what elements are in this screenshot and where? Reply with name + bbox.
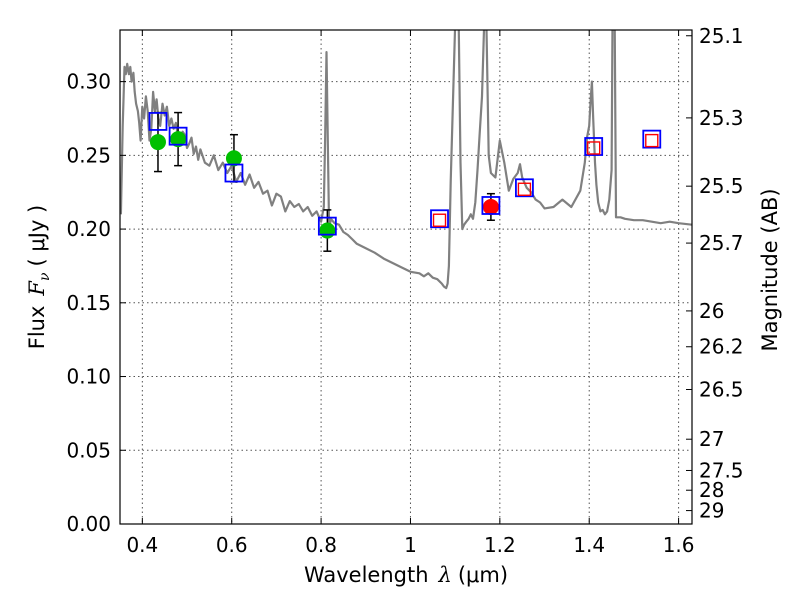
plot-area xyxy=(120,30,692,290)
x-tick-label: 1 xyxy=(404,533,417,557)
model-photometry-square xyxy=(168,126,188,146)
x-tick-label: 0.6 xyxy=(216,533,248,557)
predicted-square xyxy=(645,133,659,148)
y-axis-label: FluxFν( μJy ) xyxy=(25,205,53,349)
model-photometry-square xyxy=(430,209,449,229)
model-photometry-square xyxy=(224,163,244,183)
model-photometry-square xyxy=(642,129,662,149)
y-tick-label: 0.15 xyxy=(66,291,111,315)
x-axis-label: Wavelength λ (μm) xyxy=(304,563,508,587)
y-tick-label: 0.05 xyxy=(66,438,111,462)
y2-tick-label: 29 xyxy=(699,499,724,523)
x-tick-label: 0.8 xyxy=(305,533,337,557)
y-tick-label: 0.25 xyxy=(66,143,111,167)
y-tick-label: 0.20 xyxy=(66,217,111,241)
observed-point xyxy=(225,150,242,167)
plot-frame xyxy=(119,29,693,525)
y2-tick-label: 25.7 xyxy=(699,231,744,255)
y-tick-label: 0.10 xyxy=(66,365,111,389)
model-photometry-square xyxy=(584,137,604,156)
observed-point-red xyxy=(482,198,499,215)
x-tick-label: 1.4 xyxy=(573,533,605,557)
model-photometry-square xyxy=(515,178,534,198)
x-tick-label: 0.4 xyxy=(126,533,158,557)
y2-tick-label: 27.5 xyxy=(699,458,744,482)
x-tick-label: 1.2 xyxy=(484,533,516,557)
y2-tick-label: 25.3 xyxy=(699,106,744,130)
y-tick-label: 0.00 xyxy=(66,512,111,536)
observed-point xyxy=(170,131,187,148)
y2-tick-label: 26.2 xyxy=(699,335,744,359)
predicted-square xyxy=(517,182,532,196)
observed-point xyxy=(319,222,336,239)
y2-tick-label: 25.5 xyxy=(699,174,744,198)
predicted-square xyxy=(432,213,447,227)
y-tick-label: 0.30 xyxy=(66,70,111,94)
y2-tick-label: 26.5 xyxy=(699,378,744,402)
y2-axis-label: Magnitude (AB) xyxy=(758,188,782,351)
y2-tick-label: 28 xyxy=(699,478,724,502)
x-tick-label: 1.6 xyxy=(663,533,695,557)
observed-point xyxy=(149,134,166,151)
axis-ticks: 0.4 0.6 0.8 1 1.2 1.4 1.6 0.00 0.05 0.10 0.15 0.20 0… xyxy=(66,24,743,557)
model-photometry-square xyxy=(317,216,337,236)
model-photometry-square xyxy=(481,196,501,215)
grid xyxy=(120,30,692,525)
y2-tick-label: 27 xyxy=(699,427,724,451)
predicted-square xyxy=(586,141,601,155)
y2-tick-label: 25.1 xyxy=(699,24,744,48)
model-photometry-square xyxy=(148,112,168,131)
y2-tick-label: 26 xyxy=(699,299,724,323)
